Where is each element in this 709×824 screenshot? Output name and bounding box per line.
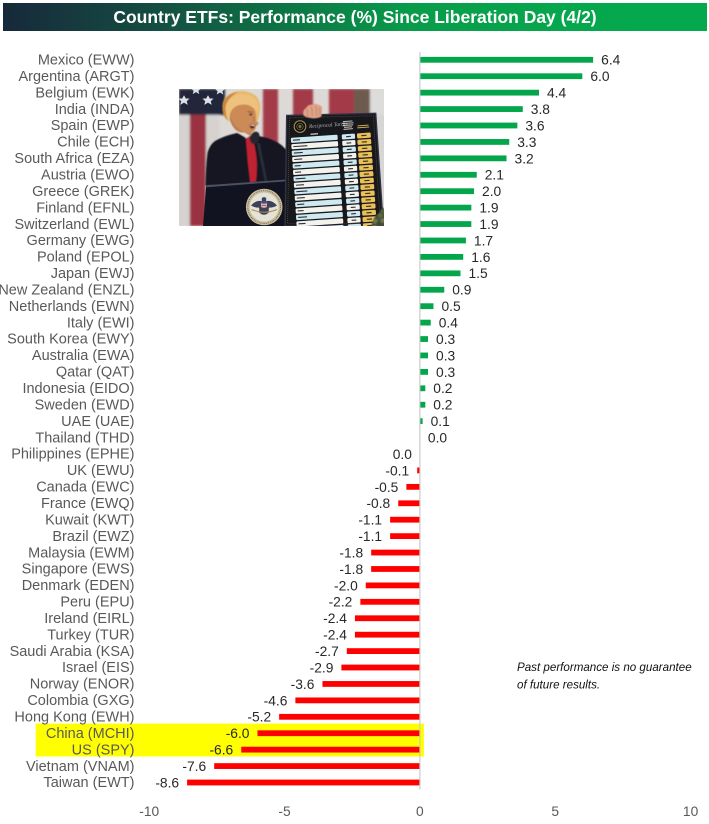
svg-text:3.3: 3.3 [517,135,537,150]
svg-text:Thailand (THD): Thailand (THD) [35,430,134,446]
svg-text:0.1: 0.1 [431,414,450,429]
svg-text:China (MCHI): China (MCHI) [46,726,135,742]
svg-text:Finland (EFNL): Finland (EFNL) [36,200,134,216]
svg-text:0.5: 0.5 [441,299,461,314]
svg-text:-2.4: -2.4 [323,611,347,626]
svg-text:Netherlands (EWN): Netherlands (EWN) [9,299,135,315]
svg-text:South Korea (EWY): South Korea (EWY) [7,332,134,348]
svg-text:0.4: 0.4 [439,316,459,331]
svg-text:US (SPY): US (SPY) [72,742,135,758]
svg-text:-1.1: -1.1 [358,529,382,544]
svg-text:3.2: 3.2 [515,151,534,166]
svg-text:Argentina (ARGT): Argentina (ARGT) [18,69,134,85]
svg-text:4.4: 4.4 [547,86,567,101]
svg-text:-6.6: -6.6 [209,743,233,758]
svg-text:-1.8: -1.8 [339,545,363,560]
svg-text:-10: -10 [139,804,159,819]
svg-text:Malaysia (EWM): Malaysia (EWM) [28,545,134,561]
svg-text:-2.9: -2.9 [310,660,334,675]
svg-text:-0.8: -0.8 [366,496,390,511]
svg-text:2.1: 2.1 [485,168,504,183]
svg-text:UK (EWU): UK (EWU) [67,463,135,479]
svg-text:-1.1: -1.1 [358,513,382,528]
svg-text:0.3: 0.3 [436,348,456,363]
svg-text:-0.5: -0.5 [375,480,399,495]
svg-text:5: 5 [551,804,559,819]
svg-text:-8.6: -8.6 [155,775,179,790]
svg-text:0.0: 0.0 [428,430,448,445]
svg-text:Singapore (EWS): Singapore (EWS) [22,562,135,578]
svg-text:0.3: 0.3 [436,365,456,380]
svg-text:-7.6: -7.6 [182,759,206,774]
svg-text:Denmark (EDEN): Denmark (EDEN) [22,578,135,594]
svg-text:0: 0 [416,804,424,819]
svg-text:1.9: 1.9 [479,201,499,216]
svg-text:New Zealand (ENZL): New Zealand (ENZL) [0,282,135,298]
svg-text:-3.6: -3.6 [291,677,315,692]
svg-text:Mexico (EWW): Mexico (EWW) [38,53,135,69]
svg-text:-2.7: -2.7 [315,644,339,659]
svg-text:Peru (EPU): Peru (EPU) [60,595,134,611]
svg-text:Austria (EWO): Austria (EWO) [41,167,134,183]
svg-text:-5: -5 [278,804,291,819]
svg-text:Kuwait (KWT): Kuwait (KWT) [45,512,134,528]
svg-text:Greece (GREK): Greece (GREK) [32,184,134,200]
svg-text:-4.6: -4.6 [264,693,288,708]
svg-text:Switzerland (EWL): Switzerland (EWL) [14,217,134,233]
svg-text:1.9: 1.9 [479,217,499,232]
svg-text:1.7: 1.7 [474,233,493,248]
svg-text:6.4: 6.4 [601,53,621,68]
svg-text:Qatar (QAT): Qatar (QAT) [56,365,135,381]
svg-text:Indonesia (EIDO): Indonesia (EIDO) [22,381,134,397]
svg-text:0.9: 0.9 [452,283,472,298]
svg-text:Sweden (EWD): Sweden (EWD) [35,397,135,413]
svg-text:-2.2: -2.2 [329,595,353,610]
svg-text:India (INDA): India (INDA) [55,102,135,118]
svg-text:Vietnam (VNAM): Vietnam (VNAM) [26,759,135,775]
svg-text:-6.0: -6.0 [226,726,250,741]
svg-text:Canada (EWC): Canada (EWC) [36,480,134,496]
svg-text:Australia (EWA): Australia (EWA) [32,348,135,364]
svg-text:0.2: 0.2 [433,381,452,396]
svg-text:Turkey (TUR): Turkey (TUR) [47,627,134,643]
svg-text:-2.4: -2.4 [323,628,347,643]
svg-text:France (EWQ): France (EWQ) [41,496,134,512]
svg-text:2.0: 2.0 [482,184,502,199]
svg-text:Chile (ECH): Chile (ECH) [57,135,134,151]
svg-text:Brazil (EWZ): Brazil (EWZ) [52,529,134,545]
svg-text:Japan (EWJ): Japan (EWJ) [51,266,135,282]
svg-text:Poland (EPOL): Poland (EPOL) [37,250,135,266]
svg-text:Reciprocal Tariffs: Reciprocal Tariffs [308,120,348,130]
svg-text:Germany (EWG): Germany (EWG) [27,233,135,249]
svg-text:Taiwan (EWT): Taiwan (EWT) [43,775,134,791]
svg-text:1.6: 1.6 [471,250,491,265]
svg-text:3.6: 3.6 [525,118,545,133]
svg-text:Israel (EIS): Israel (EIS) [62,660,135,676]
svg-text:Ireland (EIRL): Ireland (EIRL) [44,611,134,627]
svg-text:of future results.: of future results. [517,679,600,692]
svg-text:South Africa (EZA): South Africa (EZA) [14,151,134,167]
svg-text:0.0: 0.0 [393,447,413,462]
svg-text:Saudi Arabia (KSA): Saudi Arabia (KSA) [10,644,135,660]
svg-text:Hong Kong (EWH): Hong Kong (EWH) [14,710,134,726]
svg-text:1.5: 1.5 [469,266,489,281]
svg-text:-0.1: -0.1 [385,463,409,478]
svg-text:-2.0: -2.0 [334,578,358,593]
svg-text:3.8: 3.8 [531,102,551,117]
svg-text:0.2: 0.2 [433,398,452,413]
svg-text:-5.2: -5.2 [247,710,271,725]
svg-text:-1.8: -1.8 [339,562,363,577]
svg-text:Spain (EWP): Spain (EWP) [51,118,135,134]
svg-text:Norway (ENOR): Norway (ENOR) [30,677,135,693]
svg-text:6.0: 6.0 [590,69,610,84]
svg-text:UAE (UAE): UAE (UAE) [61,414,134,430]
svg-text:0.3: 0.3 [436,332,456,347]
svg-text:Italy (EWI): Italy (EWI) [67,315,135,331]
svg-text:10: 10 [683,804,699,819]
svg-text:Colombia (GXG): Colombia (GXG) [27,693,134,709]
svg-text:Past performance is no guarant: Past performance is no guarantee [517,661,692,674]
svg-text:Belgium (EWK): Belgium (EWK) [35,85,134,101]
svg-text:Philippines (EPHE): Philippines (EPHE) [11,447,134,463]
